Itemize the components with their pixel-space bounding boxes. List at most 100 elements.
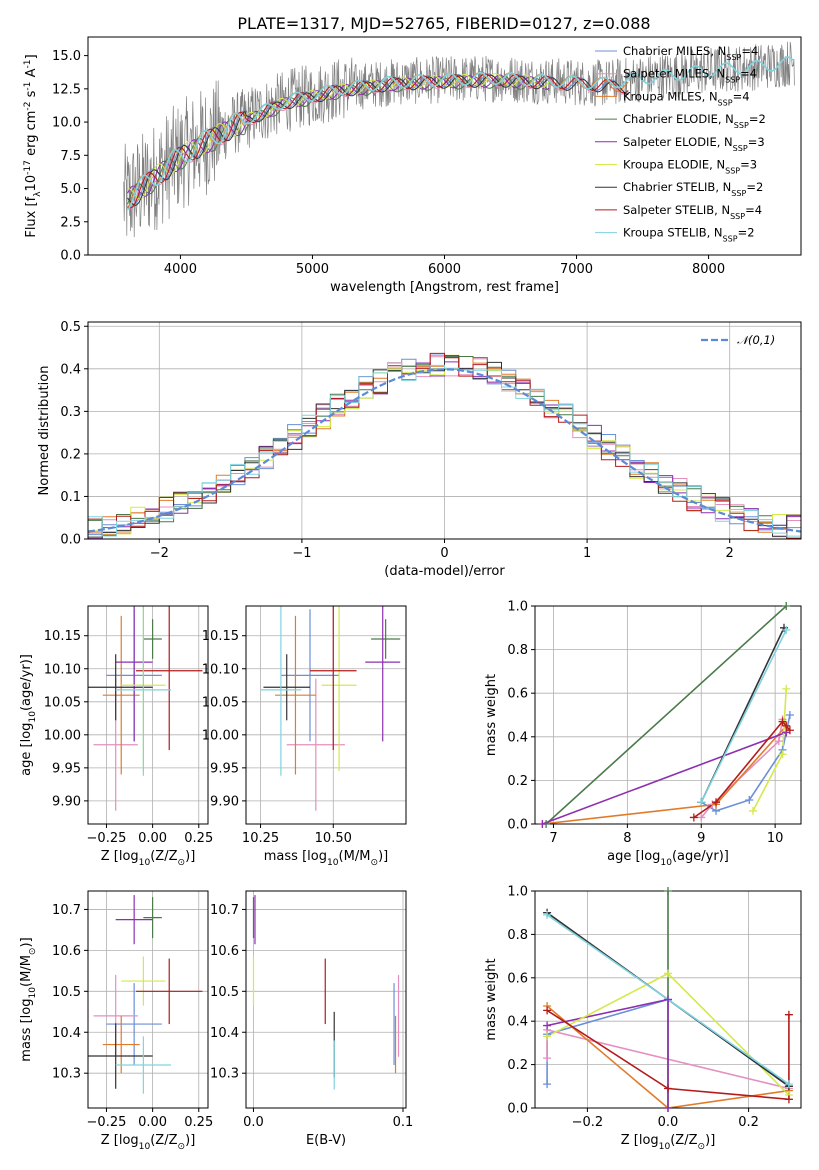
x-tick-label: −2: [150, 546, 169, 561]
weight-marker: [784, 1080, 793, 1089]
errorbar-point: [102, 1015, 140, 1074]
y-tick-label: 10.15: [44, 629, 81, 644]
y-axis-label: Normed distribution: [37, 366, 52, 496]
x-tick-label: 8000: [692, 262, 725, 277]
y-tick-label: 0.5: [60, 320, 81, 335]
weight-marker: [664, 1084, 672, 1093]
errorbar-point: [260, 606, 302, 776]
y-tick-label: 5.0: [60, 182, 81, 197]
y-tick-label: 10.7: [52, 903, 81, 918]
y-tick-label: 0.6: [507, 971, 528, 986]
plot-area: [123, 41, 795, 238]
y-tick-label: 10.3: [210, 1067, 239, 1082]
x-axis-label: Z [log10(Z/Z⊙)]: [621, 1133, 716, 1152]
weight-marker: [748, 806, 757, 815]
y-tick-label: 10.5: [210, 985, 239, 1000]
x-tick-label: −0.2: [572, 1115, 604, 1130]
spectrum-model-line: [127, 73, 629, 209]
spectrum-model-line: [127, 74, 629, 210]
y-axis-label: mass weight: [484, 958, 499, 1040]
weight-line: [542, 725, 787, 824]
y-tick-label: 9.90: [210, 794, 239, 809]
x-axis-label: age [log10(age/yr)]: [607, 849, 729, 868]
errorbar-point: [321, 606, 357, 772]
weight-marker: [782, 602, 791, 610]
weight-line: [542, 731, 787, 824]
y-tick-label: 0.4: [60, 362, 81, 377]
y-tick-label: 10.5: [52, 985, 81, 1000]
spectrum-model-line: [126, 56, 794, 211]
weight-marker: [778, 717, 787, 726]
y-tick-label: 2.5: [60, 215, 81, 230]
legend-label: Salpeter MILES, NSSP=4: [623, 67, 757, 85]
plot-area: [88, 352, 801, 539]
x-tick-label: 0.25: [184, 831, 213, 846]
weight-marker: [697, 813, 706, 822]
weight-marker: [664, 995, 672, 1004]
y-tick-label: 0.0: [60, 533, 81, 548]
y-tick-label: 0.4: [507, 1015, 528, 1030]
weight-line: [546, 1009, 790, 1101]
y-tick-label: 7.5: [60, 149, 81, 164]
weight-marker: [543, 1080, 552, 1089]
weight-marker: [785, 711, 794, 719]
errorbar-point: [115, 606, 172, 776]
errorbar-point: [88, 654, 153, 721]
legend-label: Kroupa MILES, NSSP=4: [623, 89, 750, 107]
weight-vs-age-panel: 7 8 9 10 0.0 0.2 0.4 0.6 0.8 1.0 age [log10(age/yr…: [484, 600, 802, 868]
weight-marker: [664, 1104, 672, 1112]
weight-marker: [697, 798, 706, 807]
plot-area: [542, 606, 791, 824]
weight-marker: [778, 750, 787, 759]
x-tick-label: 0.0: [243, 1115, 264, 1130]
x-tick-label: 6000: [428, 262, 461, 277]
histogram-series: [88, 362, 801, 537]
weight-marker: [543, 1006, 552, 1015]
age-vs-mass-panel: 10.25 10.50 9.90 9.95 10.00 10.05 10.10 10.15 ma…: [202, 605, 407, 868]
legend-label: Kroupa ELODIE, NSSP=3: [623, 158, 757, 176]
weight-marker: [784, 1010, 793, 1019]
x-tick-label: 10.50: [315, 831, 352, 846]
y-tick-label: 10.6: [52, 944, 81, 959]
x-tick-label: 1: [583, 546, 591, 561]
legend-label: Chabrier MILES, NSSP=4: [623, 44, 758, 62]
x-tick-label: −1: [292, 546, 311, 561]
x-tick-label: 0.2: [738, 1115, 759, 1130]
weight-marker: [782, 684, 791, 693]
axes-frame: [87, 605, 209, 825]
y-tick-label: 10.10: [202, 662, 239, 677]
plot-area: [88, 606, 203, 811]
y-tick-label: 10.4: [52, 1026, 81, 1041]
legend-label: Chabrier STELIB, NSSP=2: [623, 180, 763, 198]
weight-marker: [745, 796, 754, 805]
weight-line: [700, 719, 784, 819]
y-tick-label: 0.0: [60, 249, 81, 264]
x-axis-label: Z [log10(Z/Z⊙)]: [101, 849, 196, 868]
gaussian-curve: [88, 368, 801, 533]
x-tick-label: −0.25: [87, 831, 127, 846]
x-tick-label: 0.0: [658, 1115, 679, 1130]
errorbar-point: [286, 678, 345, 811]
errorbar-point: [136, 958, 203, 1025]
y-tick-label: 10.10: [44, 662, 81, 677]
y-tick-label: 10.3: [52, 1067, 81, 1082]
y-tick-label: 0.0: [507, 1102, 528, 1117]
y-tick-label: 10.00: [202, 728, 239, 743]
errorbar-point: [136, 606, 203, 751]
x-tick-label: 9: [697, 831, 705, 846]
y-tick-label: 9.90: [52, 794, 81, 809]
errorbar-point: [115, 606, 153, 742]
weight-line: [545, 606, 787, 824]
y-tick-label: 0.3: [60, 405, 81, 420]
errorbar-point: [143, 897, 162, 939]
weight-marker: [543, 1054, 552, 1063]
errorbar-point: [275, 615, 316, 775]
y-tick-label: 10.7: [210, 903, 239, 918]
y-tick-label: 15.0: [52, 49, 81, 64]
plot-area: [88, 895, 203, 1094]
axes-frame: [534, 605, 802, 825]
weight-marker: [543, 1021, 552, 1030]
x-axis-label: mass [log10(M/M⊙)]: [264, 849, 388, 868]
weight-marker: [543, 910, 552, 919]
